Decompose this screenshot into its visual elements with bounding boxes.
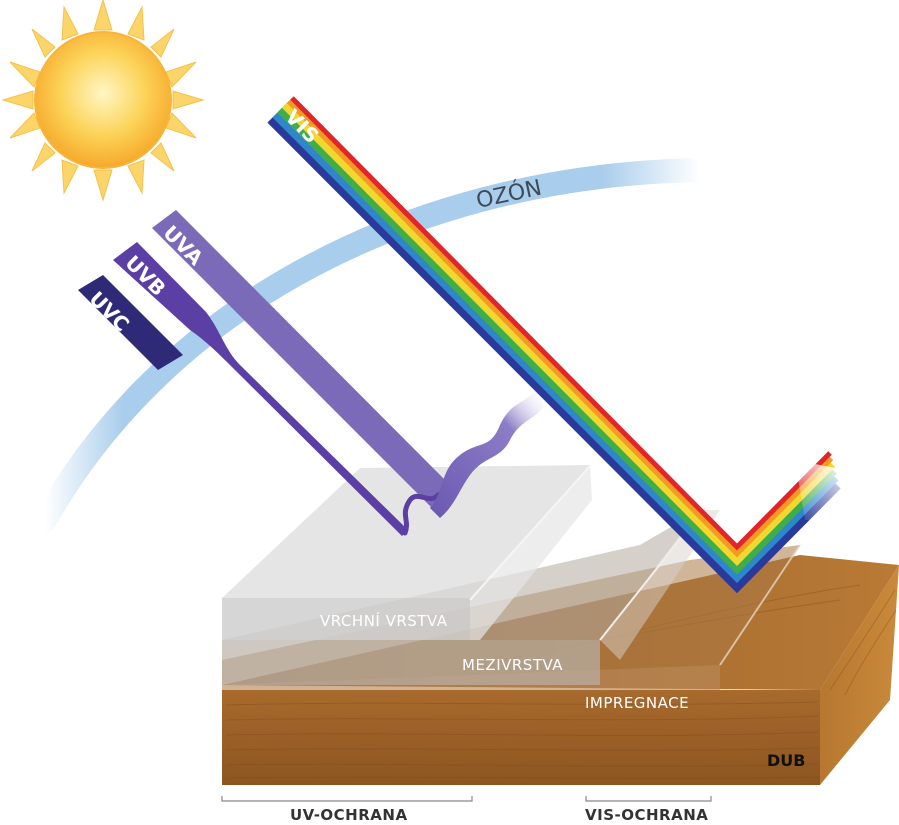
uvb-absorption-wave bbox=[402, 492, 441, 536]
wood-label: DUB bbox=[767, 751, 805, 770]
vis-ray: VIS bbox=[267, 96, 845, 594]
uv-protection-caption: UV-OCHRANA bbox=[290, 806, 408, 824]
uv-protection-bracket bbox=[221, 796, 473, 802]
sun-icon bbox=[1, 0, 205, 202]
impregnation-label: IMPREGNACE bbox=[585, 694, 689, 712]
vis-protection-caption: VIS-OCHRANA bbox=[585, 806, 709, 824]
middle-layer-label: MEZIVRSTVA bbox=[462, 656, 563, 674]
ozone-label: OZÓN bbox=[474, 175, 544, 214]
vis-protection-bracket bbox=[585, 796, 712, 802]
sun-rays bbox=[1, 0, 205, 202]
wood-front bbox=[222, 690, 820, 785]
middle-layer bbox=[222, 507, 720, 685]
uva-absorption-wave bbox=[430, 390, 545, 518]
sun-disc bbox=[34, 31, 172, 169]
ozone-layer bbox=[33, 158, 712, 532]
top-layer-label: VRCHNÍ VRSTVA bbox=[320, 611, 448, 630]
wood-side bbox=[820, 565, 899, 785]
